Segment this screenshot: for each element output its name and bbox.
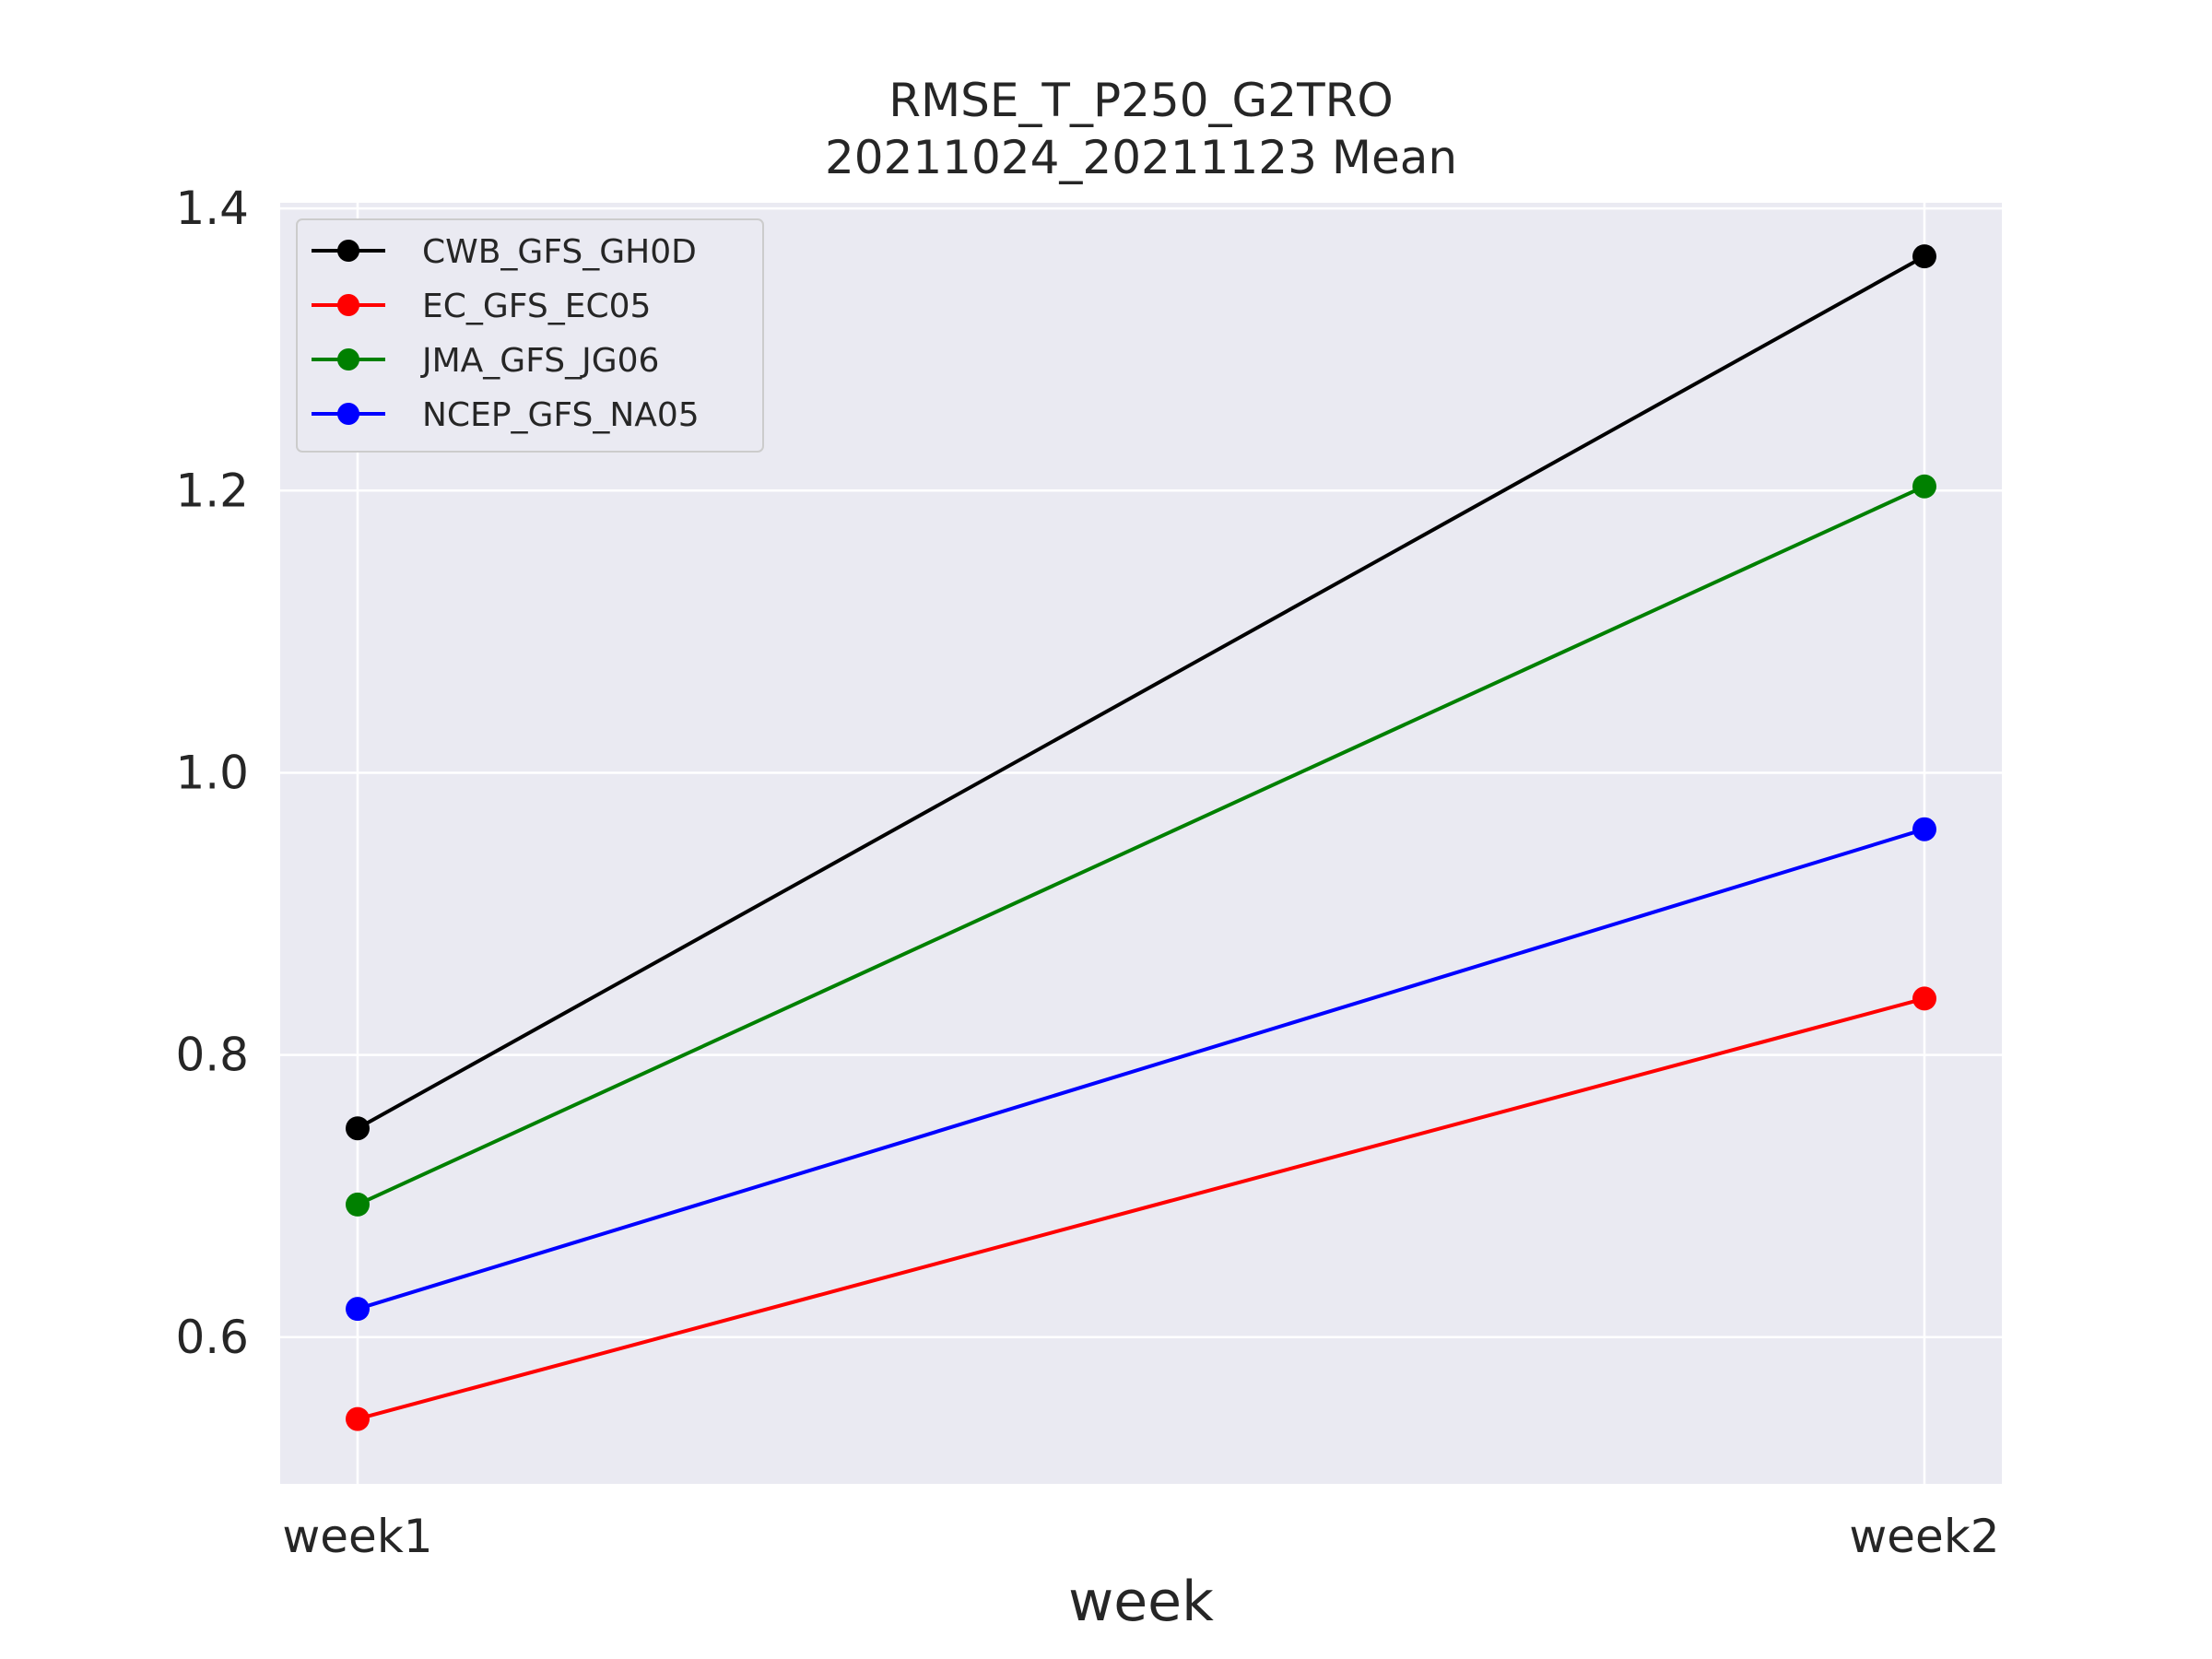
legend-item: NCEP_GFS_NA05 bbox=[312, 396, 700, 434]
x-axis-label: week bbox=[1068, 1570, 1214, 1634]
data-point bbox=[1912, 817, 1936, 841]
legend-label: NCEP_GFS_NA05 bbox=[422, 396, 700, 434]
series-line bbox=[356, 254, 1926, 1131]
y-tick-label: 1.0 bbox=[175, 746, 249, 799]
y-tick-label: 0.6 bbox=[175, 1311, 249, 1364]
data-point bbox=[346, 1297, 370, 1322]
legend-item: JMA_GFS_JG06 bbox=[312, 342, 659, 380]
series-layer bbox=[346, 244, 1936, 1431]
legend-label: CWB_GFS_GH0D bbox=[422, 233, 697, 271]
series-line bbox=[356, 827, 1926, 1312]
y-gridlines bbox=[280, 206, 2002, 1339]
x-tick-labels: week1 week2 bbox=[282, 1510, 1999, 1563]
y-tick-labels: 0.6 0.8 1.0 1.2 1.4 bbox=[175, 182, 249, 1364]
data-point bbox=[346, 1116, 370, 1141]
series-line bbox=[356, 484, 1926, 1206]
legend-label: EC_GFS_EC05 bbox=[422, 288, 651, 325]
legend-item: CWB_GFS_GH0D bbox=[312, 233, 697, 271]
data-point bbox=[1912, 244, 1936, 269]
legend-marker bbox=[337, 294, 359, 316]
series-EC_GFS_EC05 bbox=[346, 986, 1936, 1431]
legend-marker bbox=[337, 240, 359, 262]
legend: CWB_GFS_GH0D EC_GFS_EC05 JMA_GFS_JG06 NCEP_… bbox=[296, 218, 764, 453]
legend-marker bbox=[337, 348, 359, 371]
data-point bbox=[1912, 474, 1936, 499]
data-point bbox=[1912, 986, 1936, 1011]
y-tick-label: 1.4 bbox=[175, 182, 249, 235]
legend-item: EC_GFS_EC05 bbox=[312, 288, 651, 325]
series-CWB_GFS_GH0D bbox=[346, 244, 1936, 1141]
y-tick-label: 1.2 bbox=[175, 464, 249, 517]
series-NCEP_GFS_NA05 bbox=[346, 817, 1936, 1322]
x-tick-label: week1 bbox=[282, 1510, 432, 1563]
y-tick-label: 0.8 bbox=[175, 1029, 249, 1082]
chart-title: RMSE_T_P250_G2TRO bbox=[888, 74, 1394, 127]
chart-subtitle: 20211024_20211123 Mean bbox=[825, 131, 1457, 184]
data-point bbox=[346, 1406, 370, 1431]
legend-marker bbox=[337, 403, 359, 425]
data-point bbox=[346, 1192, 370, 1217]
series-line bbox=[356, 996, 1926, 1421]
x-tick-label: week2 bbox=[1849, 1510, 1999, 1563]
legend-frame bbox=[296, 218, 764, 453]
series-JMA_GFS_JG06 bbox=[346, 474, 1936, 1217]
legend-label: JMA_GFS_JG06 bbox=[420, 342, 659, 380]
